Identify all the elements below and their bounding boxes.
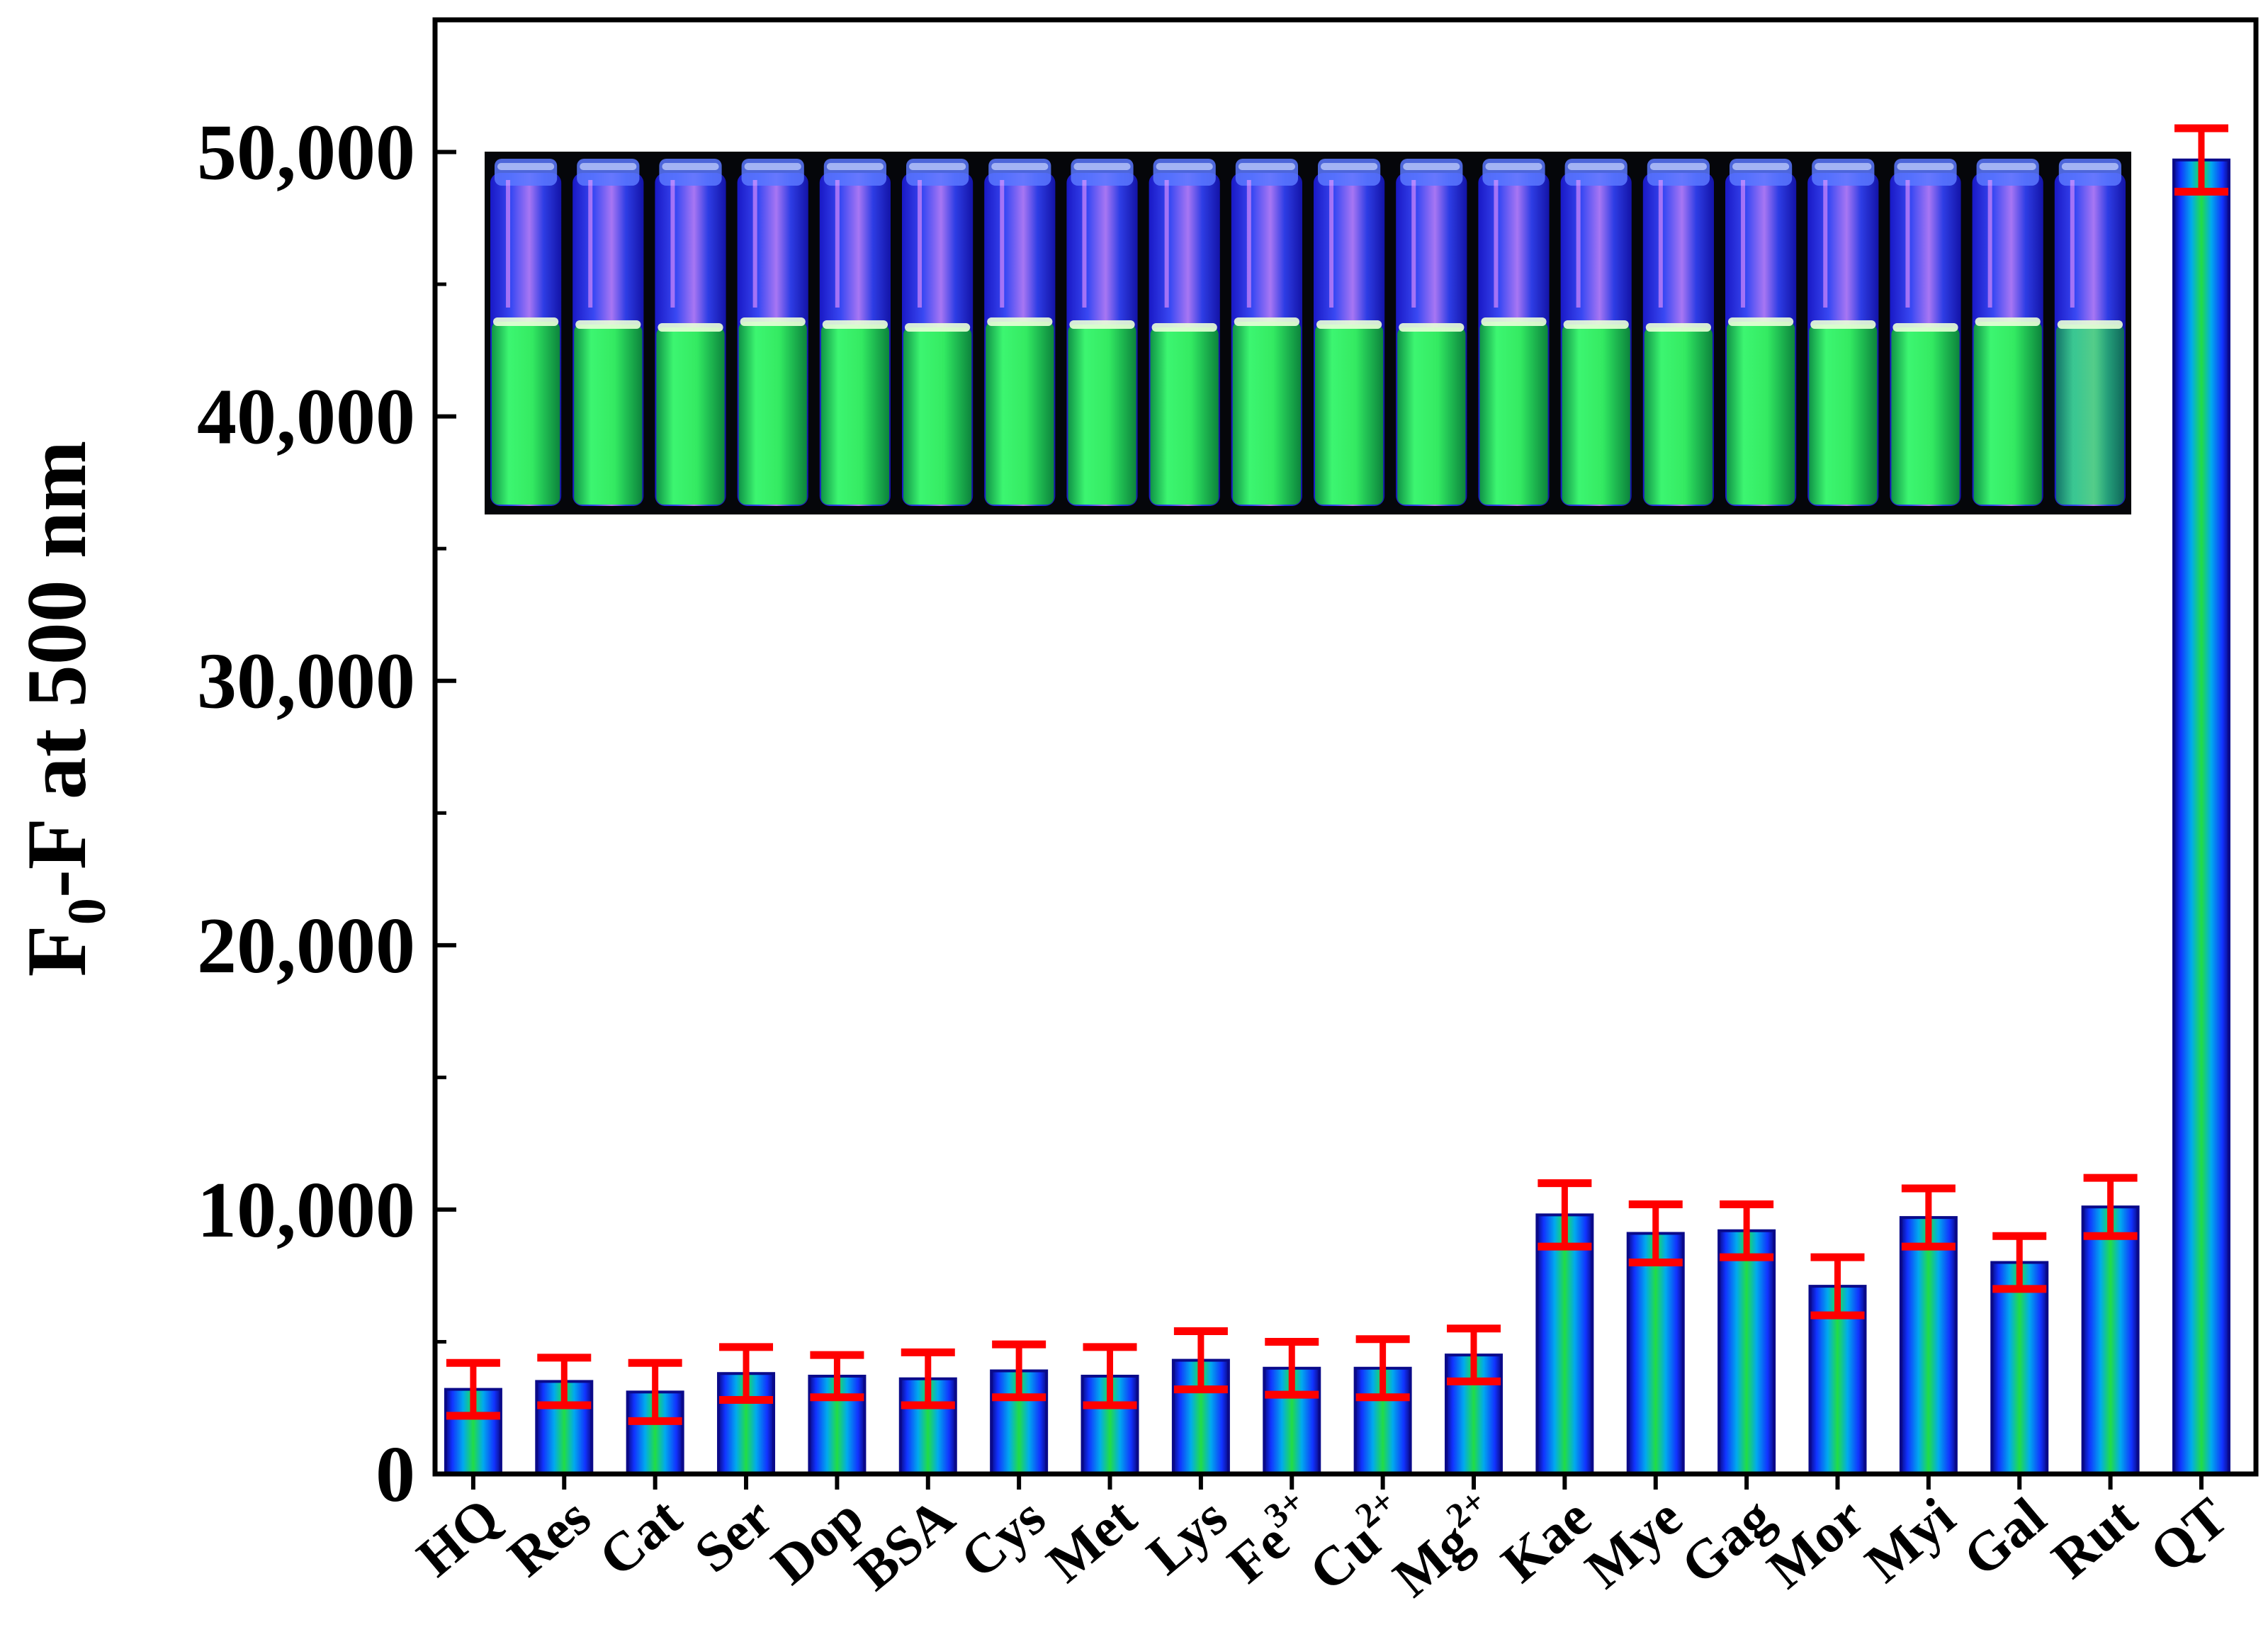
- vial: [737, 159, 808, 506]
- y-tick-label: 0: [376, 1431, 415, 1519]
- error-bar: [2083, 1174, 2138, 1240]
- error-bar: [446, 1358, 500, 1420]
- vial: [1314, 159, 1385, 506]
- y-tick-label: 40,000: [197, 373, 415, 461]
- x-tick-label: Fe3+: [1212, 1480, 1329, 1594]
- x-tick-label: Mye: [1574, 1485, 1693, 1599]
- vial: [1560, 159, 1632, 506]
- error-bars-group: [446, 124, 2228, 1425]
- vial: [1972, 159, 2043, 506]
- y-tick-label: 20,000: [197, 902, 415, 990]
- error-bar: [901, 1348, 955, 1409]
- x-tick-label: Cys: [949, 1485, 1056, 1589]
- error-bar: [2174, 124, 2228, 196]
- x-tick-label: Mg2+: [1377, 1480, 1511, 1608]
- bar: [2172, 158, 2230, 1476]
- y-axis-title: F0-F at 500 nm: [9, 441, 117, 977]
- vial: [1396, 159, 1467, 506]
- x-tick-label: Ser: [683, 1485, 784, 1584]
- vial: [1149, 159, 1220, 506]
- vial: [1066, 159, 1138, 506]
- x-tick-label: Rut: [2040, 1485, 2148, 1589]
- x-tick-label: QT: [2138, 1485, 2239, 1584]
- vial: [819, 159, 891, 506]
- plot-frame: [432, 17, 2259, 1477]
- error-bar: [1355, 1335, 1410, 1402]
- error-bar: [1992, 1232, 2047, 1293]
- bar: [1535, 1213, 1594, 1475]
- x-tick-label: Res: [496, 1485, 602, 1588]
- y-tick-label: 30,000: [197, 638, 415, 726]
- error-bar: [1083, 1343, 1137, 1409]
- bar: [1899, 1216, 1958, 1475]
- error-bar: [1901, 1184, 1956, 1251]
- x-tick-labels: HQResCatSerDopBSACysMetLysFe3+Cu2+Mg2+Ka…: [405, 1480, 2239, 1608]
- error-bar: [1628, 1200, 1683, 1267]
- error-bar: [1265, 1337, 1319, 1399]
- vial: [1642, 159, 1714, 506]
- x-tick-label: Gal: [1951, 1485, 2057, 1588]
- bar: [1717, 1229, 1776, 1475]
- x-tick-label: BSA: [844, 1485, 966, 1602]
- error-bar: [992, 1340, 1046, 1402]
- error-bar: [1447, 1324, 1501, 1385]
- vial: [490, 159, 562, 506]
- y-axis-title-main: F: [9, 925, 103, 977]
- vial: [1725, 159, 1797, 506]
- error-bar: [628, 1358, 682, 1425]
- vial: [984, 159, 1056, 506]
- y-tick-labels: 0 10,000 20,000 30,000 40,000 50,000: [197, 109, 415, 1519]
- x-tick-label: Dop: [760, 1485, 874, 1596]
- x-tick-label: Met: [1035, 1485, 1148, 1594]
- x-tick-label: Myi: [1854, 1485, 1966, 1594]
- inset-photo: [485, 152, 2131, 514]
- vial: [2054, 159, 2126, 506]
- vial: [655, 159, 726, 506]
- bar: [1626, 1232, 1685, 1476]
- y-tick-label: 50,000: [197, 109, 415, 197]
- vial: [1890, 159, 1961, 506]
- vial: [572, 159, 644, 506]
- bar: [1990, 1261, 2049, 1475]
- vial: [1478, 159, 1550, 506]
- error-bar: [1810, 1253, 1865, 1319]
- vial: [1231, 159, 1302, 506]
- x-tick-label: Mor: [1756, 1485, 1875, 1599]
- error-bar: [537, 1354, 592, 1409]
- y-axis-title-subscript: 0: [57, 898, 117, 925]
- error-bar: [1720, 1200, 1774, 1261]
- error-bar: [1173, 1327, 1228, 1394]
- error-bar: [810, 1351, 864, 1402]
- error-bar: [719, 1343, 774, 1405]
- x-tick-label: Gag: [1669, 1485, 1784, 1596]
- x-tick-label: Lys: [1135, 1485, 1239, 1586]
- x-tick-label: Kae: [1490, 1485, 1603, 1594]
- axes-group: [432, 17, 2259, 1490]
- y-tick-label: 10,000: [197, 1166, 415, 1254]
- error-bar: [1538, 1179, 1592, 1251]
- x-tick-label: Cat: [587, 1485, 693, 1588]
- y-axis-title-rest: -F at 500 nm: [9, 441, 103, 898]
- x-tick-label: HQ: [405, 1485, 511, 1588]
- vial: [1807, 159, 1879, 506]
- inset-background: [485, 152, 2131, 514]
- vial: [902, 159, 974, 506]
- bar: [2081, 1205, 2140, 1476]
